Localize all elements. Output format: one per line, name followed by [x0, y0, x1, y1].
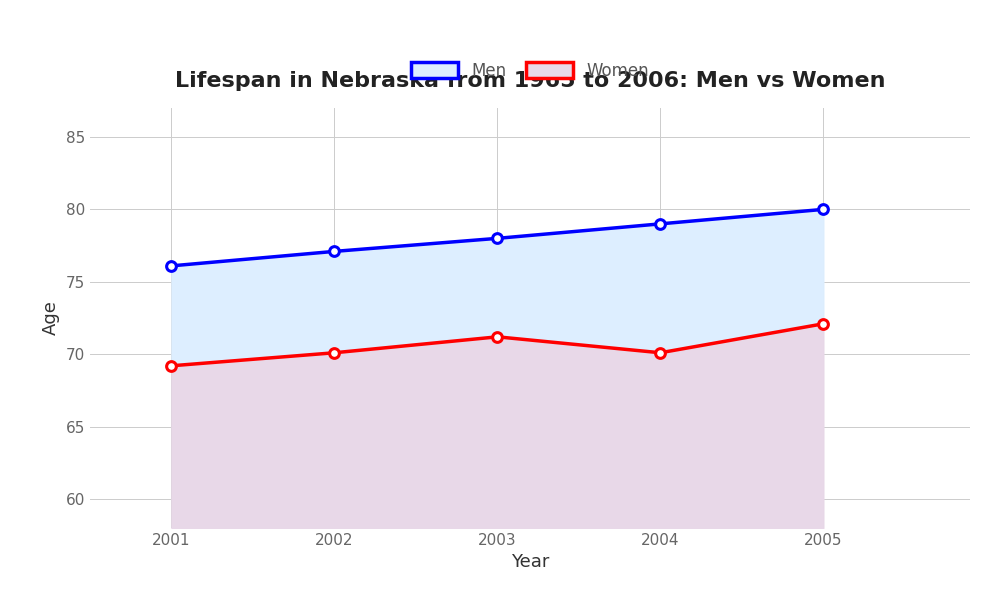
Y-axis label: Age: Age	[42, 301, 60, 335]
Legend: Men, Women: Men, Women	[411, 62, 649, 80]
Title: Lifespan in Nebraska from 1965 to 2006: Men vs Women: Lifespan in Nebraska from 1965 to 2006: …	[175, 71, 885, 91]
X-axis label: Year: Year	[511, 553, 549, 571]
